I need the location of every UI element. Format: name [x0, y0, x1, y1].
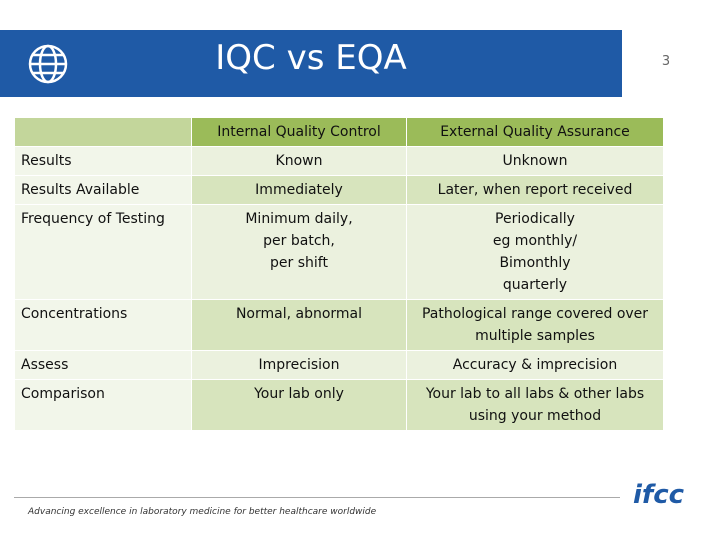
table-row: Results Available Immediately Later, when …	[14, 175, 664, 205]
table-row: Comparison Your lab only Your lab to all l…	[14, 379, 664, 431]
logo: ifcc	[633, 480, 685, 510]
slide-title: IQC vs EQA	[215, 38, 407, 78]
table-cell: Your lab to all labs & other labs using …	[406, 379, 664, 431]
footer-text: Advancing excellence in laboratory medic…	[28, 507, 377, 517]
page-number: 3	[661, 54, 671, 69]
table-cell: Normal, abnormal	[191, 299, 407, 351]
table-cell: Unknown	[406, 146, 664, 176]
table-row: Frequency of Testing Minimum daily, per b…	[14, 204, 664, 300]
comparison-table: Internal Quality Control External Quality…	[14, 117, 664, 431]
table-cell: Periodically eg monthly/ Bimonthly quart…	[406, 204, 664, 300]
table-cell: Immediately	[191, 175, 407, 205]
header-cell	[14, 117, 192, 147]
table-cell: Known	[191, 146, 407, 176]
table-cell: Your lab only	[191, 379, 407, 431]
header-cell: External Quality Assurance	[406, 117, 664, 147]
table-cell: Later, when report received	[406, 175, 664, 205]
header-band	[0, 30, 622, 97]
footer-line	[14, 497, 620, 498]
table-cell: Frequency of Testing	[14, 204, 192, 300]
table-cell: Imprecision	[191, 350, 407, 380]
globe-icon	[28, 44, 68, 84]
table-cell: Results	[14, 146, 192, 176]
header-row: Internal Quality Control External Quality…	[14, 117, 664, 147]
table-row: Results Known Unknown	[14, 146, 664, 176]
table-cell: Results Available	[14, 175, 192, 205]
header-cell: Internal Quality Control	[191, 117, 407, 147]
table-cell: Assess	[14, 350, 192, 380]
table-cell: Minimum daily, per batch, per shift	[191, 204, 407, 300]
table-row: Concentrations Normal, abnormal Pathologic…	[14, 299, 664, 351]
table-row: Assess Imprecision Accuracy & imprecision	[14, 350, 664, 380]
table-cell: Accuracy & imprecision	[406, 350, 664, 380]
table-cell: Comparison	[14, 379, 192, 431]
table-cell: Pathological range covered over multiple…	[406, 299, 664, 351]
table-cell: Concentrations	[14, 299, 192, 351]
